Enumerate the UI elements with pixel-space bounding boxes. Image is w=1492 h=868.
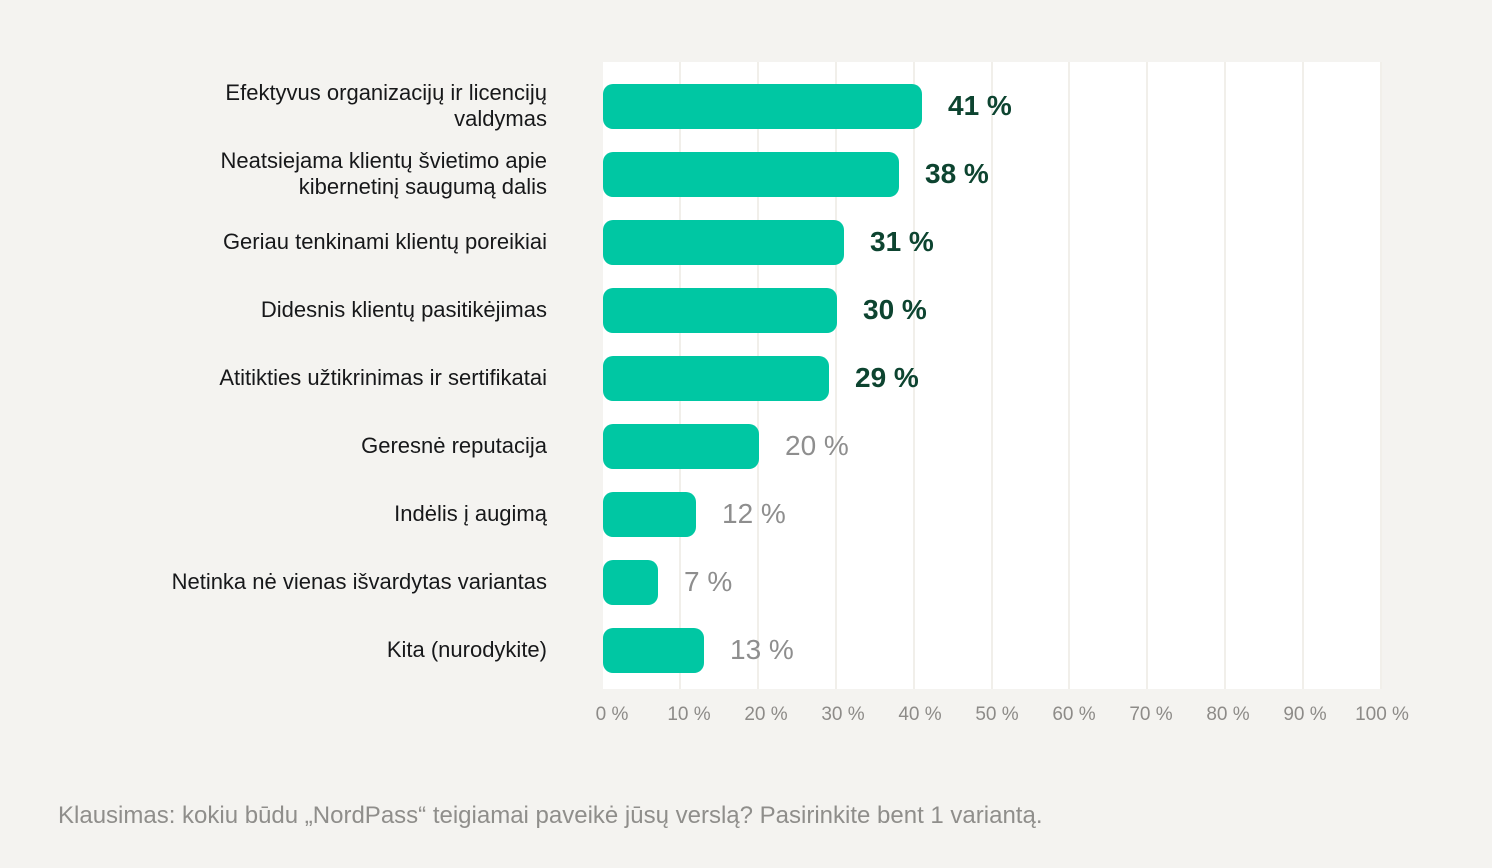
bar: [603, 219, 844, 265]
category-row: Neatsiejama klientų švietimo apie kibern…: [60, 140, 548, 208]
gridline: [913, 62, 915, 689]
category-labels-column: Efektyvus organizacijų ir licencijų vald…: [60, 62, 547, 689]
bar-row: 29 %: [603, 344, 1382, 412]
bar-row: 20 %: [603, 412, 1382, 480]
category-label: Geresnė reputacija: [361, 433, 547, 458]
plot-area: 41 % 38 % 31 % 30 % 29 % 20 % 12 % 7 % 13 %: [603, 62, 1382, 689]
gridline: [835, 62, 837, 689]
x-tick-label: 60 %: [1052, 704, 1096, 725]
bar-row: 38 %: [603, 140, 1382, 208]
category-label: Didesnis klientų pasitikėjimas: [260, 297, 547, 322]
x-tick-label: 40 %: [898, 704, 942, 725]
bar: [603, 151, 899, 197]
gridline: [1224, 62, 1226, 689]
value-label: 12 %: [722, 498, 786, 529]
x-tick-label: 70 %: [1129, 704, 1173, 725]
category-label: Kita (nurodykite): [386, 637, 547, 662]
category-label: Atitikties užtikrinimas ir sertifikatai: [219, 365, 547, 390]
x-tick-label: 100 %: [1355, 704, 1409, 725]
gridline: [1068, 62, 1070, 689]
category-label: Indėlis į augimą: [394, 501, 547, 526]
x-axis: 0 % 10 % 20 % 30 % 40 % 50 % 60 % 70 % 80 % 90 % 1…: [596, 704, 1409, 728]
category-label: Geriau tenkinami klientų poreikiai: [222, 229, 547, 254]
bar-row: 31 %: [603, 208, 1382, 276]
category-row: Indėlis į augimą: [60, 480, 547, 548]
value-label: 7 %: [684, 566, 733, 597]
category-label: Neatsiejama klientų švietimo apie kibern…: [220, 148, 548, 199]
category-row: Netinka nė vienas išvardytas variantas: [60, 548, 547, 616]
bar: [603, 627, 704, 673]
x-tick-label: 10 %: [667, 704, 711, 725]
value-label: 38 %: [925, 158, 989, 189]
bar-row: 41 %: [603, 72, 1382, 140]
value-label: 13 %: [730, 634, 794, 665]
chart-caption: Klausimas: kokiu būdu „NordPass“ teigiam…: [58, 802, 1043, 829]
value-label: 30 %: [863, 294, 927, 325]
category-row: Kita (nurodykite): [60, 616, 547, 684]
category-row: Atitikties užtikrinimas ir sertifikatai: [60, 344, 547, 412]
x-tick-label: 90 %: [1283, 704, 1327, 725]
bar-row: 7 %: [603, 548, 1382, 616]
bar: [603, 355, 829, 401]
x-tick-label: 50 %: [975, 704, 1019, 725]
bar: [603, 423, 759, 469]
x-tick-label: 80 %: [1206, 704, 1250, 725]
value-label: 31 %: [870, 226, 934, 257]
category-row: Geriau tenkinami klientų poreikiai: [60, 208, 547, 276]
category-row: Geresnė reputacija: [60, 412, 547, 480]
gridline: [1302, 62, 1304, 689]
bar: [603, 83, 922, 129]
bar: [603, 559, 658, 605]
bar: [603, 491, 696, 537]
category-label: Efektyvus organizacijų ir licencijų vald…: [225, 80, 547, 131]
value-label: 41 %: [948, 90, 1012, 121]
value-label: 29 %: [855, 362, 919, 393]
x-tick-label: 0 %: [595, 704, 629, 725]
category-row: Didesnis klientų pasitikėjimas: [60, 276, 547, 344]
bar-row: 13 %: [603, 616, 1382, 684]
x-tick-label: 30 %: [821, 704, 865, 725]
bar-row: 12 %: [603, 480, 1382, 548]
gridline: [991, 62, 993, 689]
category-row: Efektyvus organizacijų ir licencijų vald…: [60, 72, 547, 140]
bar: [603, 287, 837, 333]
category-label: Netinka nė vienas išvardytas variantas: [171, 569, 547, 594]
value-label: 20 %: [785, 430, 849, 461]
x-tick-label: 20 %: [744, 704, 788, 725]
gridline: [1380, 62, 1382, 689]
gridline: [1146, 62, 1148, 689]
bar-row: 30 %: [603, 276, 1382, 344]
